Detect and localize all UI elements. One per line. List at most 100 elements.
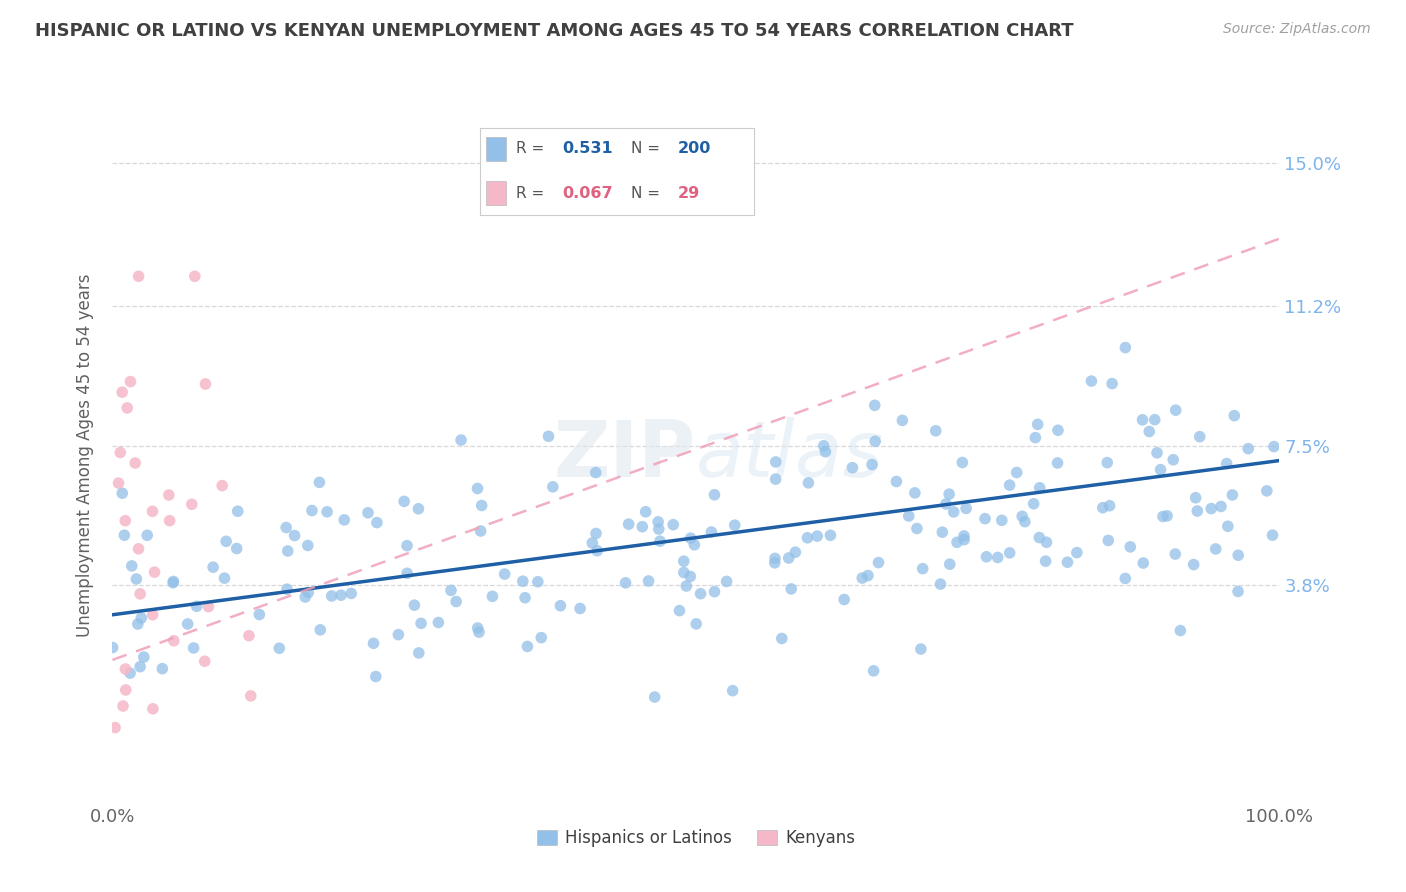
Point <box>340 586 363 600</box>
Point <box>530 631 553 645</box>
Point <box>162 575 184 590</box>
Point <box>363 636 385 650</box>
Point <box>1223 409 1246 423</box>
Point <box>1149 463 1171 477</box>
Point <box>297 539 319 553</box>
Point <box>1035 535 1057 549</box>
Point <box>1022 497 1045 511</box>
Point <box>1035 554 1057 568</box>
Point <box>1119 540 1142 554</box>
Point <box>467 482 489 496</box>
Point <box>1184 491 1206 505</box>
Point <box>387 627 409 641</box>
Point <box>765 455 787 469</box>
Point <box>129 611 152 625</box>
Point <box>129 587 152 601</box>
Point <box>820 528 842 542</box>
Point <box>150 662 173 676</box>
Point <box>1132 556 1154 570</box>
Point <box>297 585 319 599</box>
Point <box>689 587 711 601</box>
Point <box>953 529 976 543</box>
Point <box>163 633 186 648</box>
Point <box>1026 417 1049 432</box>
Point <box>366 516 388 530</box>
Point <box>1256 483 1278 498</box>
Point <box>904 486 927 500</box>
Point <box>176 617 198 632</box>
Point <box>357 506 380 520</box>
Point <box>301 503 323 517</box>
Point <box>1205 541 1227 556</box>
Point <box>1188 430 1211 444</box>
Point <box>942 505 965 519</box>
Point <box>987 550 1010 565</box>
Point <box>586 543 609 558</box>
Point <box>780 582 803 596</box>
Point <box>634 505 657 519</box>
Point <box>637 574 659 588</box>
Point <box>450 433 472 447</box>
Point <box>440 583 463 598</box>
Point <box>946 535 969 549</box>
Point <box>110 445 132 459</box>
Point <box>813 439 835 453</box>
Point <box>911 562 934 576</box>
Point <box>647 515 669 529</box>
Point <box>239 689 262 703</box>
Point <box>668 604 690 618</box>
Point <box>585 526 607 541</box>
Point <box>1095 456 1118 470</box>
Point <box>142 702 165 716</box>
Point <box>527 574 550 589</box>
Point <box>778 551 800 566</box>
Point <box>1056 555 1078 569</box>
Point <box>672 566 695 580</box>
Point <box>159 514 181 528</box>
Point <box>955 501 977 516</box>
Point <box>333 513 356 527</box>
Point <box>427 615 450 630</box>
Point <box>1028 531 1050 545</box>
Point <box>763 551 786 566</box>
Point <box>364 669 387 683</box>
Point <box>841 460 863 475</box>
Point <box>194 376 217 391</box>
Point <box>862 664 884 678</box>
Point <box>409 616 432 631</box>
Point <box>721 683 744 698</box>
Point <box>700 524 723 539</box>
Point <box>1114 571 1136 585</box>
Point <box>142 607 165 622</box>
Point <box>1156 508 1178 523</box>
Point <box>444 594 467 608</box>
Point <box>1222 488 1244 502</box>
Point <box>863 398 886 412</box>
Point <box>1146 446 1168 460</box>
Text: HISPANIC OR LATINO VS KENYAN UNEMPLOYMENT AMONG AGES 45 TO 54 YEARS CORRELATION : HISPANIC OR LATINO VS KENYAN UNEMPLOYMEN… <box>35 22 1074 40</box>
Point <box>716 574 738 589</box>
Point <box>183 640 205 655</box>
Point <box>512 574 534 589</box>
Point <box>186 599 208 614</box>
Point <box>467 621 489 635</box>
Point <box>585 466 607 480</box>
Point <box>998 546 1021 560</box>
Point <box>832 592 855 607</box>
Point <box>1143 413 1166 427</box>
Point <box>136 528 159 542</box>
Point <box>330 588 353 602</box>
Point <box>1011 509 1033 524</box>
Point <box>991 513 1014 527</box>
Point <box>215 534 238 549</box>
Point <box>125 572 148 586</box>
Point <box>162 574 184 589</box>
Point <box>683 538 706 552</box>
Point <box>408 501 430 516</box>
Point <box>897 508 920 523</box>
Point <box>814 444 837 458</box>
Point <box>1199 501 1222 516</box>
Point <box>1091 500 1114 515</box>
Point <box>1028 481 1050 495</box>
Point <box>392 494 415 508</box>
